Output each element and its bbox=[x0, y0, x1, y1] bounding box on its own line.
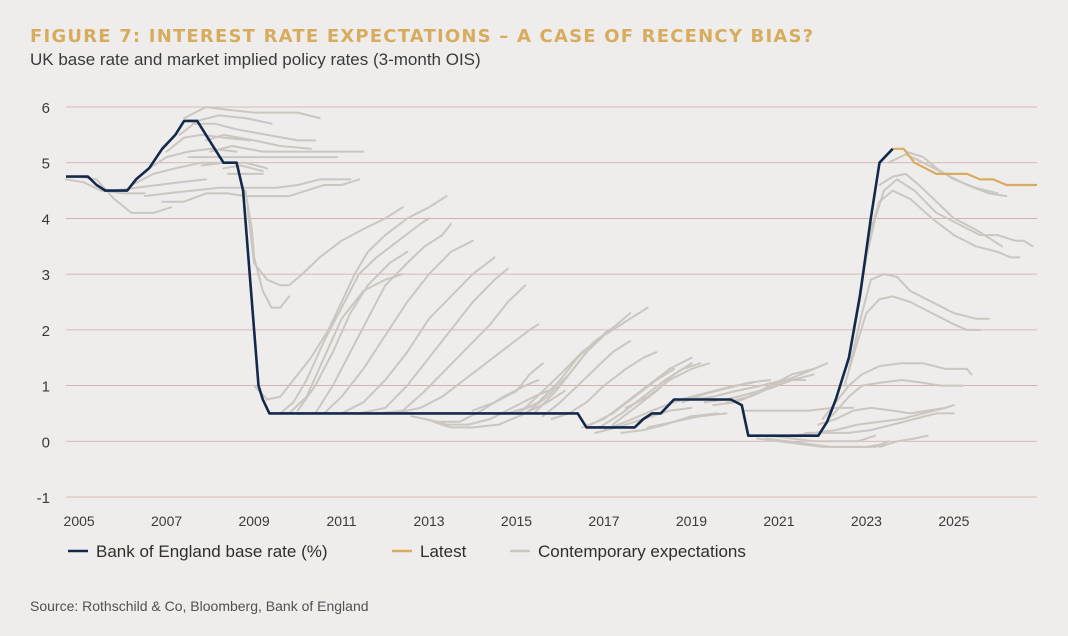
x-tick-label: 2023 bbox=[851, 513, 882, 529]
contemporary-expectation-line-10 bbox=[205, 133, 312, 150]
contemporary-expectation-line-64 bbox=[830, 379, 964, 418]
contemporary-expectation-line-37 bbox=[533, 328, 610, 415]
x-tick-label: 2009 bbox=[238, 513, 269, 529]
y-tick-label: 4 bbox=[42, 211, 50, 228]
y-tick-label: 2 bbox=[42, 323, 50, 340]
contemporary-expectation-line-60 bbox=[804, 412, 955, 434]
y-axis-ticks: -1 0 1 2 3 4 5 6 bbox=[37, 100, 50, 507]
contemporary-expectation-line-20 bbox=[253, 195, 448, 401]
x-tick-label: 2007 bbox=[151, 513, 182, 529]
contemporary-expectation-line-16 bbox=[161, 178, 360, 203]
contemporary-expectation-line-62 bbox=[878, 434, 929, 448]
contemporary-expectation-line-61 bbox=[817, 404, 955, 426]
y-tick-label: 0 bbox=[42, 434, 50, 451]
legend: Bank of England base rate (%) Latest Conte… bbox=[68, 542, 746, 561]
contemporary-expectation-line-33 bbox=[471, 362, 544, 412]
figure-title: FIGURE 7: INTEREST RATE EXPECTATIONS – A… bbox=[30, 26, 815, 47]
contemporary-expectation-line-58 bbox=[764, 437, 890, 448]
contemporary-expectation-line-44 bbox=[624, 362, 710, 409]
contemporary-expectation-line-29 bbox=[393, 323, 540, 415]
contemporary-expectation-line-1 bbox=[65, 178, 146, 195]
x-tick-label: 2011 bbox=[326, 513, 356, 529]
x-tick-label: 2005 bbox=[64, 513, 95, 529]
contemporary-expectation-line-66 bbox=[847, 273, 990, 370]
y-tick-label: 5 bbox=[42, 156, 50, 173]
figure-subtitle: UK base rate and market implied policy r… bbox=[30, 50, 481, 69]
contemporary-expectation-line-28 bbox=[375, 284, 527, 415]
contemporary-expectation-line-6 bbox=[165, 133, 251, 153]
contemporary-expectation-line-21 bbox=[279, 217, 430, 415]
base-rate-line bbox=[66, 119, 894, 438]
contemporary-expectation-line-34 bbox=[506, 306, 649, 415]
base-rate-series bbox=[66, 119, 894, 438]
x-tick-label: 2017 bbox=[588, 513, 619, 529]
contemporary-expectation-line-9 bbox=[191, 122, 317, 142]
y-tick-label: 6 bbox=[42, 100, 50, 117]
contemporary-expectation-line-31 bbox=[423, 384, 562, 426]
contemporary-expectation-line-18 bbox=[244, 189, 291, 309]
contemporary-expectation-line-26 bbox=[340, 256, 496, 415]
contemporary-expectation-line-27 bbox=[358, 267, 509, 415]
legend-label-contemporary: Contemporary expectations bbox=[538, 542, 746, 561]
latest-series bbox=[892, 147, 1037, 187]
contemporary-expectation-line-24 bbox=[314, 223, 452, 415]
grid-lines bbox=[66, 106, 1037, 498]
x-tick-label: 2013 bbox=[413, 513, 444, 529]
x-tick-label: 2021 bbox=[763, 513, 794, 529]
contemporary-expectations-series bbox=[65, 106, 1034, 448]
contemporary-expectation-line-68 bbox=[856, 178, 1034, 309]
contemporary-expectation-line-65 bbox=[843, 295, 982, 387]
contemporary-expectation-line-8 bbox=[183, 106, 321, 120]
contemporary-expectation-line-7 bbox=[178, 114, 273, 136]
contemporary-expectation-line-63 bbox=[821, 362, 973, 420]
y-tick-label: 1 bbox=[42, 379, 50, 396]
x-tick-label: 2019 bbox=[676, 513, 707, 529]
contemporary-expectation-line-54 bbox=[725, 362, 829, 404]
latest-line bbox=[892, 147, 1037, 187]
x-tick-label: 2015 bbox=[501, 513, 532, 529]
y-tick-label: 3 bbox=[42, 267, 50, 284]
contemporary-expectation-line-2 bbox=[78, 175, 172, 214]
y-tick-label: -1 bbox=[37, 490, 50, 507]
x-tick-label: 2025 bbox=[938, 513, 969, 529]
contemporary-expectation-line-14 bbox=[222, 164, 264, 173]
contemporary-expectation-line-23 bbox=[296, 250, 409, 412]
x-axis-ticks: 2005 2007 2009 2011 2013 2015 2017 2019 2021 2023… bbox=[64, 513, 970, 529]
contemporary-expectation-line-32 bbox=[432, 390, 566, 429]
contemporary-expectation-line-55 bbox=[743, 406, 855, 412]
legend-label-latest: Latest bbox=[420, 542, 467, 561]
contemporary-expectation-line-19 bbox=[246, 206, 404, 287]
contemporary-expectation-line-50 bbox=[681, 379, 772, 404]
contemporary-expectation-line-38 bbox=[541, 340, 632, 418]
contemporary-expectation-line-17 bbox=[143, 178, 352, 198]
contemporary-expectation-line-11 bbox=[209, 145, 365, 153]
contemporary-expectation-line-69 bbox=[878, 172, 1003, 248]
contemporary-expectation-line-4 bbox=[130, 161, 225, 186]
contemporary-expectation-line-53 bbox=[712, 367, 815, 407]
contemporary-expectation-line-48 bbox=[646, 412, 728, 429]
contemporary-expectation-line-25 bbox=[323, 239, 474, 415]
source-note: Source: Rothschild & Co, Bloomberg, Bank… bbox=[30, 598, 369, 614]
contemporary-expectation-line-71 bbox=[904, 150, 999, 195]
contemporary-expectation-line-41 bbox=[589, 367, 675, 426]
legend-label-base-rate: Bank of England base rate (%) bbox=[96, 542, 328, 561]
